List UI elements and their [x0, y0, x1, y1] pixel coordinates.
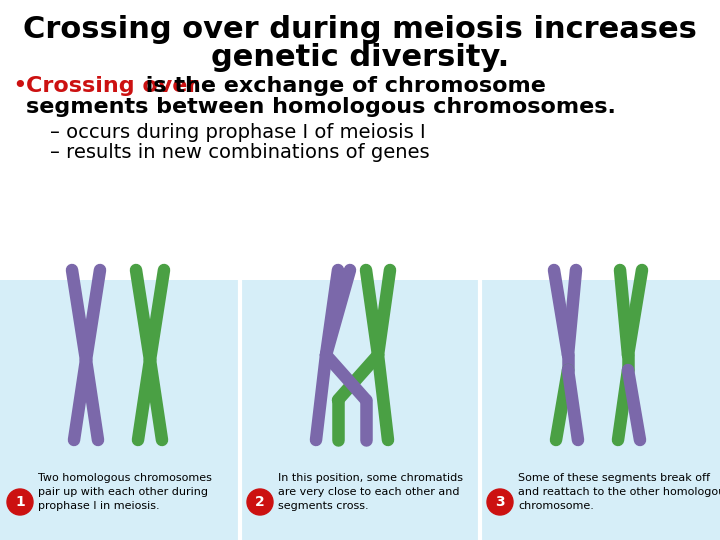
Text: In this position, some chromatids
are very close to each other and
segments cros: In this position, some chromatids are ve…: [278, 473, 463, 511]
Text: segments between homologous chromosomes.: segments between homologous chromosomes.: [26, 97, 616, 117]
Text: Crossing over during meiosis increases: Crossing over during meiosis increases: [23, 16, 697, 44]
Text: – results in new combinations of genes: – results in new combinations of genes: [50, 143, 430, 161]
Text: 2: 2: [255, 495, 265, 509]
Text: 1: 1: [15, 495, 25, 509]
Circle shape: [487, 489, 513, 515]
Text: •: •: [12, 74, 27, 98]
Text: Crossing over: Crossing over: [26, 76, 199, 96]
Text: – occurs during prophase I of meiosis I: – occurs during prophase I of meiosis I: [50, 123, 426, 141]
Text: 3: 3: [495, 495, 505, 509]
Bar: [0, 280, 720, 540]
Text: Two homologous chromosomes
pair up with each other during
prophase I in meiosis.: Two homologous chromosomes pair up with …: [38, 473, 212, 511]
Text: genetic diversity.: genetic diversity.: [211, 44, 509, 72]
Circle shape: [7, 489, 33, 515]
Text: is the exchange of chromosome: is the exchange of chromosome: [138, 76, 546, 96]
Text: Some of these segments break off
and reattach to the other homologous
chromosome: Some of these segments break off and rea…: [518, 473, 720, 511]
Circle shape: [247, 489, 273, 515]
